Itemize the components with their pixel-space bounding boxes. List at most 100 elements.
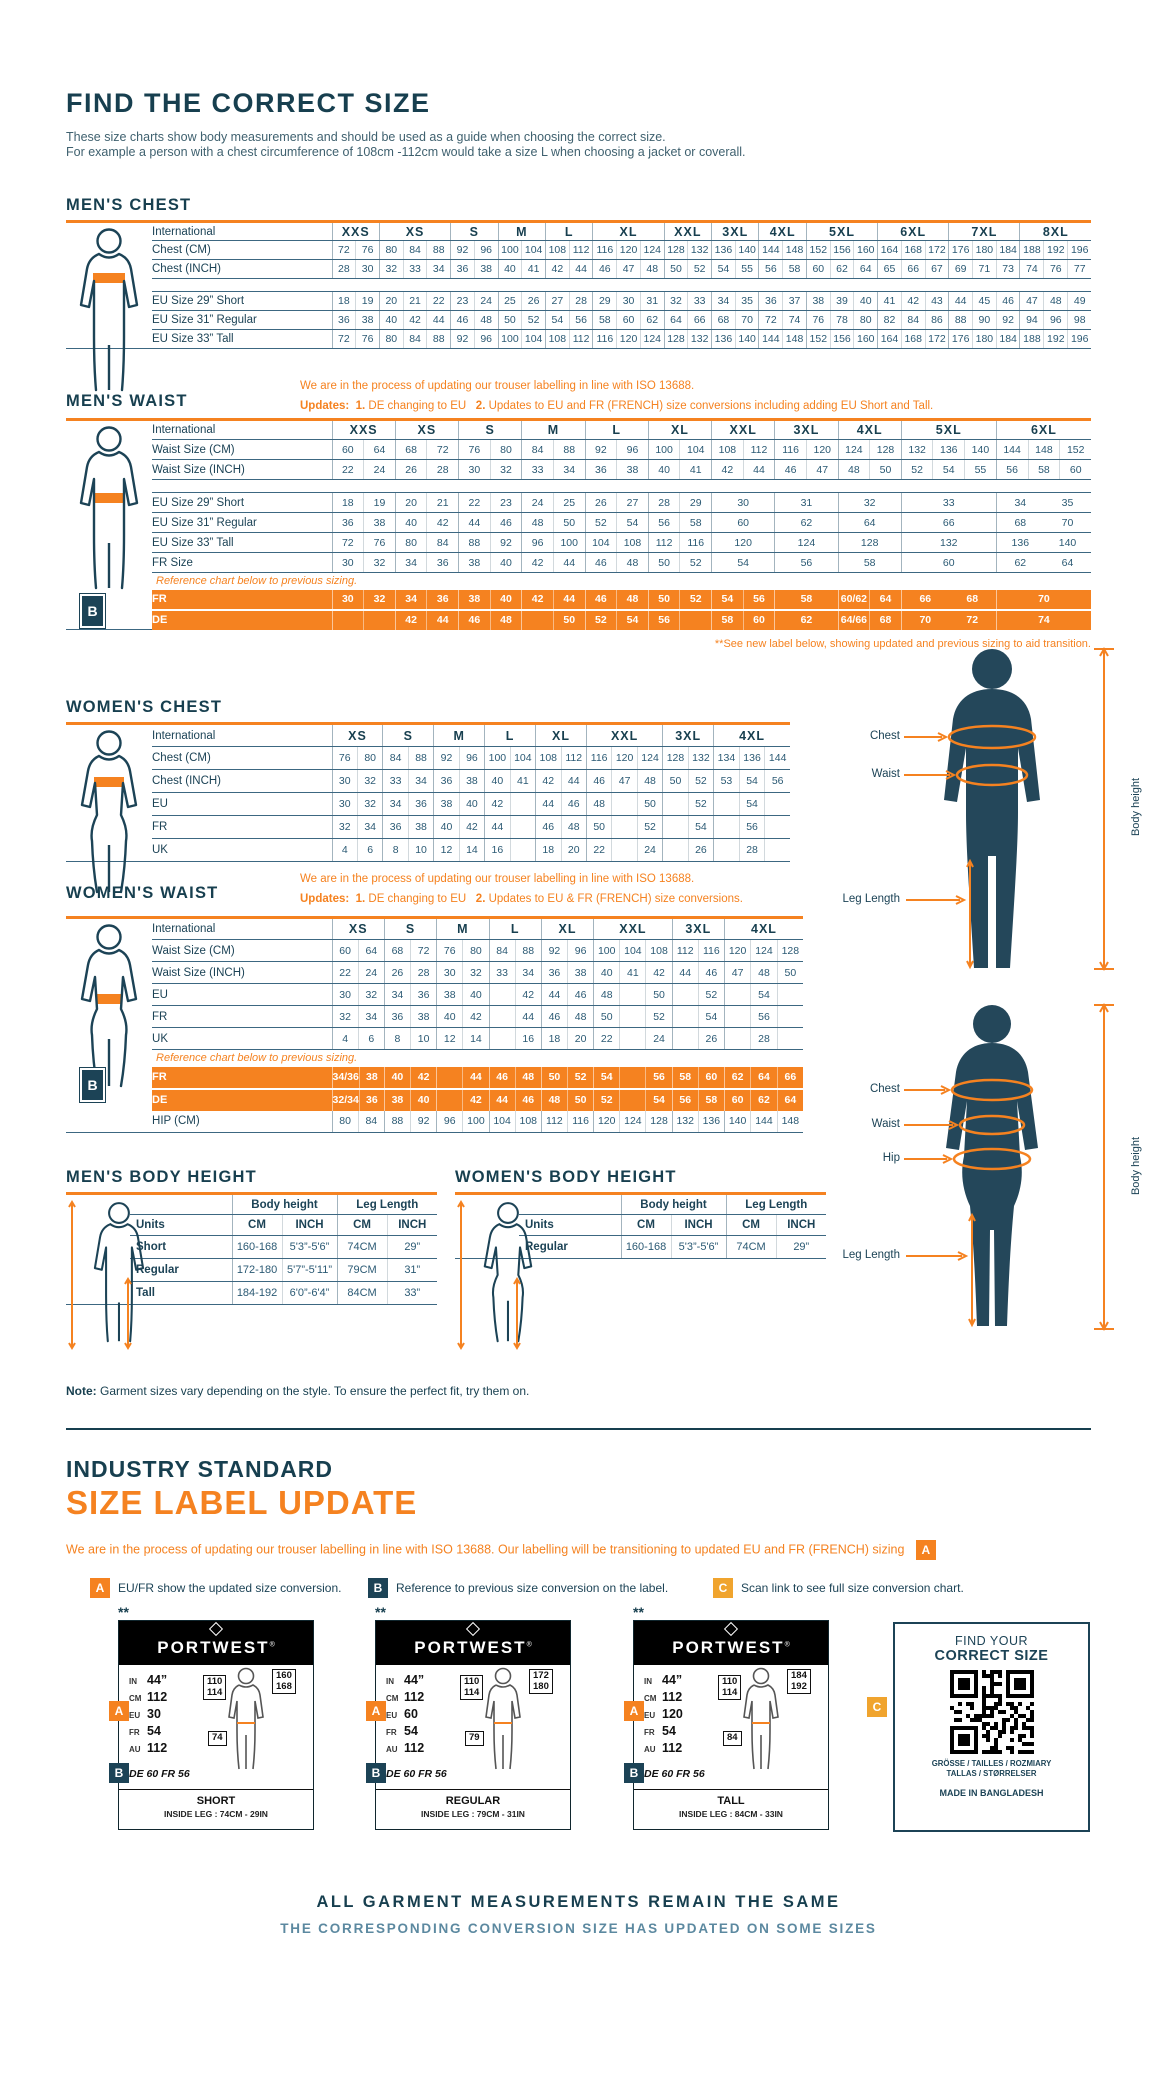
size-value: 64 — [776, 1089, 803, 1111]
table-row: FR 32 34 36 38 40 42 44 46 48 50 52 54 56 — [66, 815, 790, 839]
size-value: 48 — [567, 1006, 593, 1027]
waist-label: Waist — [871, 768, 900, 780]
qr-size-box: C FIND YOUR CORRECT SIZE GRÖSSE / TAILLE… — [867, 1622, 1090, 1832]
size-value: 74 — [1038, 614, 1050, 626]
size-group-cell: 84 88 — [488, 939, 542, 962]
size-header: L — [544, 221, 593, 241]
size-value: 144 — [762, 244, 780, 256]
size-value: 28 — [426, 460, 458, 479]
size-value: 64 — [863, 516, 876, 529]
size-value — [764, 793, 790, 815]
size-group-cell: 76 80 — [458, 439, 522, 460]
size-value: 128 — [869, 440, 901, 459]
size-group-cell: 72 76 — [331, 329, 380, 349]
size-group-cell: 84 88 — [382, 746, 434, 770]
size-value: 88 — [514, 940, 541, 961]
size-value: 54 — [738, 793, 765, 815]
size-value: 26 — [687, 839, 713, 861]
table-row: HIP (CM) 80 84 88 92 96 100 104 108 112 116 120 124 1… — [66, 1110, 803, 1133]
size-value: 172 — [924, 241, 949, 259]
size-value: 50 — [552, 610, 585, 630]
size-group-cell: 36 38 — [382, 815, 434, 839]
row-label: FR — [152, 815, 333, 839]
size-group-cell: 48 50 — [521, 512, 586, 533]
size-value: 60 — [942, 556, 955, 569]
size-group-cell: 100 104 — [647, 439, 712, 460]
table-row: FR 34/36 38 40 42 44 46 48 50 52 54 56 58 60 62 64 66 — [66, 1066, 803, 1089]
size-value: 34 — [389, 798, 402, 810]
size-value: 40 — [440, 821, 453, 833]
size-value — [619, 1066, 645, 1088]
size-value: 160 — [853, 330, 877, 348]
size-group-cell: 22 24 — [585, 838, 663, 862]
size-group-cell: 80 84 88 — [378, 329, 451, 349]
size-value: 18 — [548, 1032, 561, 1045]
size-value: 100 — [462, 1110, 488, 1132]
fit-name: SHORT — [196, 1795, 236, 1807]
size-group-cell: 124 128 — [837, 439, 902, 460]
size-value: 50 — [552, 513, 585, 532]
size-value: 84 — [357, 1110, 384, 1132]
size-value — [611, 793, 636, 815]
size-value: 38 — [468, 593, 481, 605]
industry-intro: We are in the process of updating our tr… — [66, 1540, 936, 1560]
size-value: 22 — [600, 1032, 613, 1045]
size-value: 62 — [750, 1089, 776, 1111]
size-group-cell: 22 24 — [593, 1027, 673, 1050]
qr-title-line1: FIND YOUR — [954, 1634, 1029, 1648]
size-group-cell: 16 — [484, 838, 536, 862]
badge-a-icon: A — [915, 1540, 936, 1560]
mens-waist-footnote: **See new label below, showing updated a… — [714, 638, 1091, 650]
size-value: 19 — [355, 292, 379, 310]
body-figure-icon — [66, 917, 153, 1133]
size-value: 49 — [1067, 292, 1091, 310]
size-value: 120 — [597, 1115, 616, 1128]
size-value: 38 — [410, 1006, 436, 1027]
size-group-cell: 34 36 — [394, 552, 459, 573]
size-value: 50 — [776, 962, 803, 983]
size-value: 36 — [440, 775, 453, 787]
size-value: 192 — [1043, 330, 1067, 348]
size-group-cell: 36 37 — [758, 291, 807, 311]
size-value: 84 — [426, 533, 458, 552]
size-header: XS — [331, 723, 383, 747]
size-value: 64 — [869, 589, 901, 609]
size-group-cell: 152 156 160 — [805, 329, 878, 349]
row-label: DE — [152, 608, 332, 630]
size-value: 140 — [734, 330, 759, 348]
size-value: 77 — [1067, 260, 1091, 278]
size-value: 104 — [521, 330, 545, 348]
size-value: 48 — [548, 1094, 561, 1106]
size-value: 33 — [389, 775, 402, 787]
size-group-cell: 128 132 — [662, 746, 714, 770]
size-value: 160 — [853, 241, 877, 259]
size-value: 39 — [829, 292, 854, 310]
size-group-cell: 26 28 — [394, 459, 459, 480]
size-value: 30 — [616, 292, 640, 310]
size-value: 88 — [407, 747, 433, 769]
size-value — [619, 1028, 645, 1049]
size-group-cell: 28 29 — [647, 492, 712, 513]
table-row: EU 30 32 34 36 38 40 42 44 46 48 50 52 54 — [66, 792, 790, 816]
label-footnote-stars: ** — [633, 1604, 644, 1620]
size-group-cell: 16 — [488, 1027, 542, 1050]
reference-badge-b-womens: B — [79, 1067, 106, 1103]
size-value: 188 — [1023, 244, 1041, 256]
size-value: 116 — [596, 333, 614, 345]
hip-label: Hip — [882, 1152, 900, 1164]
size-value: 34 — [356, 816, 382, 838]
size-value: 100 — [501, 333, 519, 345]
size-group-cell: 44 46 — [488, 1087, 542, 1111]
size-header: 5XL — [805, 221, 878, 241]
size-value: 28 — [750, 1028, 776, 1049]
badge-b-icon: B — [109, 1763, 129, 1783]
size-value: 58 — [782, 260, 806, 278]
size-header: XS — [331, 917, 385, 940]
size-value: 168 — [900, 241, 925, 259]
size-group-cell: 88 92 — [458, 532, 522, 553]
size-group-cell: 38 40 — [433, 792, 485, 816]
row-label: EU Size 31” Regular — [152, 310, 332, 330]
size-value: 48 — [514, 1066, 541, 1088]
size-value: 40 — [385, 314, 398, 326]
size-value: 30 — [341, 593, 354, 605]
